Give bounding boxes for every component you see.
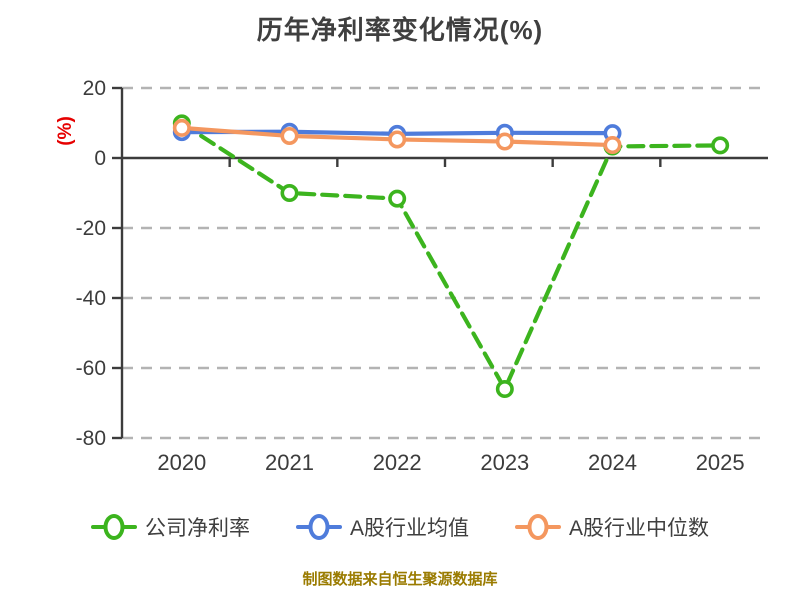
- legend-line-circle-icon-blue: [295, 513, 342, 541]
- data-point-marker: [172, 118, 191, 137]
- legend-label: A股行业中位数: [569, 517, 710, 540]
- zero-axis-line: [122, 156, 768, 167]
- y-axis: 20 0 -20 -40 -60 -80: [76, 77, 124, 450]
- legend-item-company-net-margin: 公司净利率: [90, 512, 250, 542]
- data-point-marker: [280, 184, 299, 203]
- x-tick-label: 2023: [480, 450, 529, 475]
- data-source-note: 制图数据来自恒生聚源数据库: [302, 571, 498, 588]
- data-point-marker: [280, 126, 299, 145]
- x-tick-label: 2022: [373, 450, 422, 475]
- data-point-marker: [603, 136, 622, 155]
- y-axis-title: (%): [55, 116, 76, 146]
- data-point-marker: [711, 136, 730, 155]
- x-tick-label: 2024: [588, 450, 637, 475]
- plot-area: 200-20-40-60-80(%)2020 2021 2022 2023 2024 20…: [55, 77, 768, 475]
- y-tick-label: 20: [83, 77, 106, 100]
- legend-item-industry-mean: A股行业均值: [295, 512, 469, 542]
- data-point-marker: [495, 379, 514, 398]
- legend-label: A股行业均值: [349, 517, 469, 540]
- legend-label: 公司净利率: [144, 517, 250, 540]
- x-tick-label: 2021: [265, 450, 314, 475]
- series-markers-2: [172, 118, 622, 155]
- legend: 公司净利率 A股行业均值 A股行业中位数: [0, 512, 800, 542]
- data-point-marker: [388, 189, 407, 208]
- series-line-0: [179, 121, 723, 392]
- y-tick-label: -80: [76, 427, 106, 450]
- y-tick-label: -40: [76, 287, 106, 310]
- x-axis-labels: 2020 2021 2022 2023 2024 2025: [157, 450, 744, 475]
- y-axis-title: (%): [55, 116, 76, 146]
- x-tick-label: 2020: [157, 450, 206, 475]
- y-tick-label: -20: [76, 217, 106, 240]
- x-tick-label: 2025: [696, 450, 745, 475]
- legend-line-circle-icon-orange: [515, 513, 561, 541]
- gridlines: [122, 86, 768, 440]
- data-point-marker: [495, 132, 514, 151]
- y-tick-label: -60: [76, 357, 106, 380]
- legend-item-industry-median: A股行业中位数: [515, 512, 709, 542]
- legend-line-circle-icon-green: [90, 513, 137, 541]
- chart-title: 历年净利率变化情况(%): [256, 15, 544, 45]
- data-point-marker: [388, 130, 407, 149]
- y-tick-label: 0: [94, 147, 106, 170]
- series-0: [179, 121, 723, 392]
